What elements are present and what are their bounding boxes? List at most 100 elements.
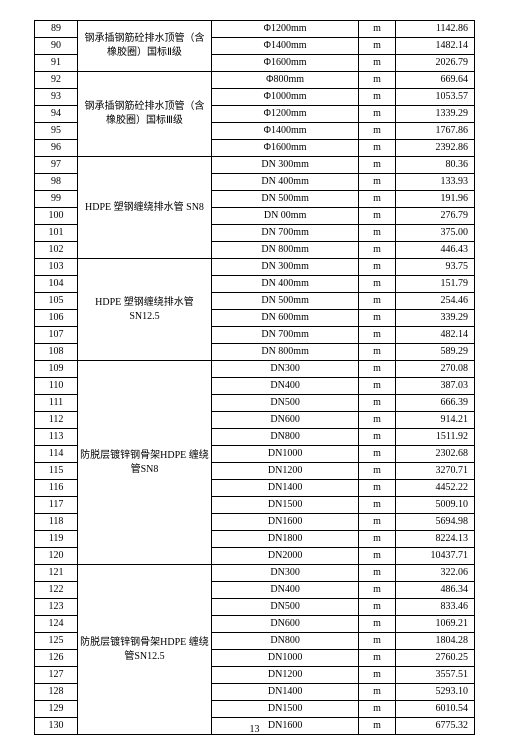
row-price: 482.14 — [395, 327, 474, 344]
row-unit: m — [359, 395, 395, 412]
row-unit: m — [359, 480, 395, 497]
table-row: 103HDPE 塑钢缠绕排水管 SN12.5DN 300mmm93.75 — [35, 259, 475, 276]
row-index: 125 — [35, 633, 78, 650]
row-price: 322.06 — [395, 565, 474, 582]
row-unit: m — [359, 429, 395, 446]
row-unit: m — [359, 174, 395, 191]
row-index: 123 — [35, 599, 78, 616]
row-price: 3270.71 — [395, 463, 474, 480]
row-spec: Φ1200mm — [211, 21, 358, 38]
row-unit: m — [359, 582, 395, 599]
row-spec: DN800 — [211, 429, 358, 446]
row-price: 1804.28 — [395, 633, 474, 650]
row-unit: m — [359, 293, 395, 310]
row-price: 1142.86 — [395, 21, 474, 38]
row-index: 121 — [35, 565, 78, 582]
row-spec: DN1500 — [211, 701, 358, 718]
row-price: 2302.68 — [395, 446, 474, 463]
row-index: 89 — [35, 21, 78, 38]
page-container: 89钢承插钢筋砼排水顶管（含橡胶圈）国标Ⅱ级Φ1200mmm1142.8690Φ… — [0, 0, 509, 743]
row-spec: DN300 — [211, 565, 358, 582]
row-price: 2760.25 — [395, 650, 474, 667]
row-index: 97 — [35, 157, 78, 174]
row-spec: DN1200 — [211, 463, 358, 480]
row-unit: m — [359, 276, 395, 293]
row-price: 80.36 — [395, 157, 474, 174]
row-price: 387.03 — [395, 378, 474, 395]
row-unit: m — [359, 650, 395, 667]
row-spec: Φ1200mm — [211, 106, 358, 123]
row-unit: m — [359, 21, 395, 38]
row-description: 钢承插钢筋砼排水顶管（含橡胶圈）国标Ⅲ级 — [78, 72, 212, 157]
row-price: 1339.29 — [395, 106, 474, 123]
row-price: 2026.79 — [395, 55, 474, 72]
row-index: 98 — [35, 174, 78, 191]
row-index: 99 — [35, 191, 78, 208]
page-number: 13 — [0, 724, 509, 735]
row-spec: DN 400mm — [211, 276, 358, 293]
row-unit: m — [359, 225, 395, 242]
row-unit: m — [359, 259, 395, 276]
row-spec: DN500 — [211, 395, 358, 412]
row-price: 1511.92 — [395, 429, 474, 446]
row-unit: m — [359, 565, 395, 582]
row-index: 117 — [35, 497, 78, 514]
table-row: 97HDPE 塑钢缠绕排水管 SN8DN 300mmm80.36 — [35, 157, 475, 174]
row-spec: DN1400 — [211, 684, 358, 701]
row-spec: DN1500 — [211, 497, 358, 514]
table-row: 121防脱层镀锌钢骨架HDPE 缠绕管SN12.5DN300m322.06 — [35, 565, 475, 582]
row-index: 104 — [35, 276, 78, 293]
row-index: 105 — [35, 293, 78, 310]
row-index: 118 — [35, 514, 78, 531]
row-price: 8224.13 — [395, 531, 474, 548]
row-index: 107 — [35, 327, 78, 344]
row-price: 669.64 — [395, 72, 474, 89]
row-index: 103 — [35, 259, 78, 276]
row-price: 1069.21 — [395, 616, 474, 633]
row-price: 486.34 — [395, 582, 474, 599]
row-price: 1053.57 — [395, 89, 474, 106]
row-price: 1767.86 — [395, 123, 474, 140]
row-index: 108 — [35, 344, 78, 361]
row-unit: m — [359, 123, 395, 140]
row-index: 96 — [35, 140, 78, 157]
row-price: 2392.86 — [395, 140, 474, 157]
row-price: 254.46 — [395, 293, 474, 310]
row-spec: DN 300mm — [211, 157, 358, 174]
row-index: 95 — [35, 123, 78, 140]
row-price: 3557.51 — [395, 667, 474, 684]
row-price: 191.96 — [395, 191, 474, 208]
row-price: 5293.10 — [395, 684, 474, 701]
price-table: 89钢承插钢筋砼排水顶管（含橡胶圈）国标Ⅱ级Φ1200mmm1142.8690Φ… — [34, 20, 475, 735]
table-row: 89钢承插钢筋砼排水顶管（含橡胶圈）国标Ⅱ级Φ1200mmm1142.86 — [35, 21, 475, 38]
row-unit: m — [359, 38, 395, 55]
row-spec: Φ1600mm — [211, 140, 358, 157]
row-unit: m — [359, 497, 395, 514]
row-spec: DN300 — [211, 361, 358, 378]
row-spec: DN 800mm — [211, 242, 358, 259]
row-index: 113 — [35, 429, 78, 446]
row-unit: m — [359, 446, 395, 463]
row-spec: DN1000 — [211, 650, 358, 667]
row-spec: DN 400mm — [211, 174, 358, 191]
row-price: 589.29 — [395, 344, 474, 361]
row-spec: DN1800 — [211, 531, 358, 548]
row-spec: DN400 — [211, 582, 358, 599]
row-price: 270.08 — [395, 361, 474, 378]
row-index: 111 — [35, 395, 78, 412]
row-index: 91 — [35, 55, 78, 72]
row-index: 120 — [35, 548, 78, 565]
row-unit: m — [359, 72, 395, 89]
row-unit: m — [359, 140, 395, 157]
row-spec: DN600 — [211, 616, 358, 633]
row-price: 5694.98 — [395, 514, 474, 531]
row-index: 124 — [35, 616, 78, 633]
row-unit: m — [359, 599, 395, 616]
row-spec: DN1600 — [211, 514, 358, 531]
row-price: 339.29 — [395, 310, 474, 327]
row-unit: m — [359, 412, 395, 429]
row-price: 375.00 — [395, 225, 474, 242]
row-spec: DN 800mm — [211, 344, 358, 361]
row-spec: DN 700mm — [211, 225, 358, 242]
row-index: 114 — [35, 446, 78, 463]
